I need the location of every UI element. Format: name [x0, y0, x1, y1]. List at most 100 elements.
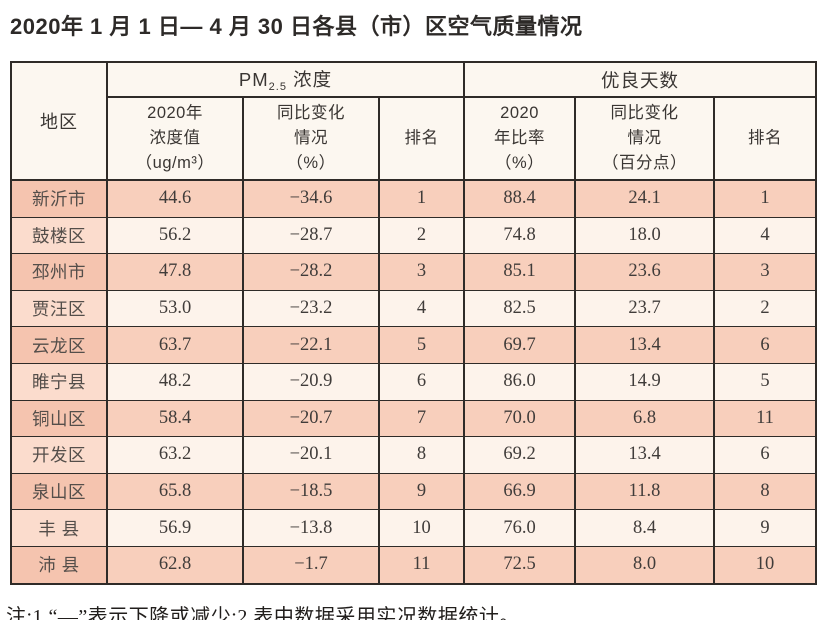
value-cell: 18.0 [574, 216, 716, 255]
value-cell: 48.2 [106, 362, 244, 401]
table-row: 云龙区 63.7 −22.1 5 69.7 13.4 6 [10, 326, 818, 364]
value-cell: −20.7 [242, 399, 380, 438]
value-cell: 6 [377, 362, 466, 401]
table-row: 铜山区 58.4 −20.7 7 70.0 6.8 11 [10, 399, 818, 438]
table-row: 邳州市 47.8 −28.2 3 85.1 23.6 3 [10, 253, 818, 291]
table-header: 地区 PM2.5 浓度 优良天数 2020年 浓度值 （ug/m³） 同比变化 … [10, 61, 818, 181]
value-cell: 1 [713, 179, 818, 218]
value-cell: 56.2 [106, 216, 244, 255]
value-cell: 10 [377, 509, 466, 547]
value-cell: 6 [713, 436, 818, 474]
value-cell: 70.0 [463, 399, 577, 438]
value-cell: 53.0 [106, 289, 244, 328]
value-cell: 58.4 [106, 399, 244, 438]
value-cell: 5 [377, 326, 466, 364]
value-cell: −23.2 [242, 289, 380, 328]
column-header-pm-change: 同比变化 情况 （%） [242, 96, 380, 181]
value-cell: 63.7 [106, 326, 244, 364]
value-cell: 88.4 [463, 179, 577, 218]
value-cell: 85.1 [463, 253, 577, 291]
value-cell: −20.9 [242, 362, 380, 401]
column-header-good-ratio: 2020 年比率 （%） [463, 96, 577, 181]
value-cell: −28.2 [242, 253, 380, 291]
value-cell: 11 [377, 545, 466, 585]
value-cell: 76.0 [463, 509, 577, 547]
value-cell: 74.8 [463, 216, 577, 255]
value-cell: 3 [713, 253, 818, 291]
value-cell: 3 [377, 253, 466, 291]
value-cell: 11 [713, 399, 818, 438]
value-cell: 6.8 [574, 399, 716, 438]
value-cell: 56.9 [106, 509, 244, 547]
value-cell: 1 [377, 179, 466, 218]
value-cell: −28.7 [242, 216, 380, 255]
table-row: 新沂市 44.6 −34.6 1 88.4 24.1 1 [10, 179, 818, 218]
value-cell: 8 [713, 472, 818, 511]
table-row: 沛 县 62.8 −1.7 11 72.5 8.0 10 [10, 545, 818, 585]
value-cell: 63.2 [106, 436, 244, 474]
air-quality-table: 地区 PM2.5 浓度 优良天数 2020年 浓度值 （ug/m³） 同比变化 … [10, 61, 818, 585]
region-cell: 鼓楼区 [10, 216, 108, 255]
table-row: 丰 县 56.9 −13.8 10 76.0 8.4 9 [10, 509, 818, 547]
region-cell: 邳州市 [10, 253, 108, 291]
value-cell: 2 [377, 216, 466, 255]
region-cell: 睢宁县 [10, 362, 108, 401]
table-row: 鼓楼区 56.2 −28.7 2 74.8 18.0 4 [10, 216, 818, 255]
value-cell: 11.8 [574, 472, 716, 511]
region-cell: 云龙区 [10, 326, 108, 364]
value-cell: 72.5 [463, 545, 577, 585]
value-cell: 69.7 [463, 326, 577, 364]
value-cell: 9 [377, 472, 466, 511]
value-cell: −13.8 [242, 509, 380, 547]
value-cell: −20.1 [242, 436, 380, 474]
region-cell: 铜山区 [10, 399, 108, 438]
value-cell: 24.1 [574, 179, 716, 218]
value-cell: 13.4 [574, 436, 716, 474]
pm-label-suffix: 浓度 [286, 69, 333, 90]
value-cell: −34.6 [242, 179, 380, 218]
region-cell: 贾汪区 [10, 289, 108, 328]
region-cell: 泉山区 [10, 472, 108, 511]
value-cell: −22.1 [242, 326, 380, 364]
pm-label-subscript: 2.5 [268, 81, 287, 93]
region-cell: 沛 县 [10, 545, 108, 585]
page-title: 2020年 1 月 1 日— 4 月 30 日各县（市）区空气质量情况 [10, 14, 583, 39]
table-row: 贾汪区 53.0 −23.2 4 82.5 23.7 2 [10, 289, 818, 328]
value-cell: 7 [377, 399, 466, 438]
value-cell: 69.2 [463, 436, 577, 474]
pm-label-prefix: PM [238, 69, 269, 90]
value-cell: 23.7 [574, 289, 716, 328]
value-cell: 65.8 [106, 472, 244, 511]
value-cell: 4 [713, 216, 818, 255]
table-row: 泉山区 65.8 −18.5 9 66.9 11.8 8 [10, 472, 818, 511]
region-cell: 新沂市 [10, 179, 108, 218]
value-cell: 66.9 [463, 472, 577, 511]
value-cell: −18.5 [242, 472, 380, 511]
value-cell: 8.4 [574, 509, 716, 547]
value-cell: 86.0 [463, 362, 577, 401]
header-sub-row: 2020年 浓度值 （ug/m³） 同比变化 情况 （%） 排名 2020 年比… [11, 96, 818, 181]
table-row: 开发区 63.2 −20.1 8 69.2 13.4 6 [10, 436, 818, 474]
column-group-pm25: PM2.5 浓度 [105, 61, 466, 98]
value-cell: 9 [713, 509, 818, 547]
value-cell: 2 [713, 289, 818, 328]
header-group-row: 地区 PM2.5 浓度 优良天数 [10, 61, 818, 181]
column-header-good-change: 同比变化 情况 （百分点） [574, 96, 716, 181]
value-cell: 82.5 [463, 289, 577, 328]
table-row: 睢宁县 48.2 −20.9 6 86.0 14.9 5 [10, 362, 818, 401]
table-body: 新沂市 44.6 −34.6 1 88.4 24.1 1 鼓楼区 56.2 −28.7 2 74.8 1… [10, 179, 818, 585]
value-cell: 62.8 [106, 545, 244, 585]
value-cell: 23.6 [574, 253, 716, 291]
value-cell: 47.8 [106, 253, 244, 291]
region-cell: 开发区 [10, 436, 108, 474]
value-cell: 6 [713, 326, 818, 364]
value-cell: 44.6 [106, 179, 244, 218]
value-cell: 8.0 [574, 545, 716, 585]
value-cell: −1.7 [242, 545, 380, 585]
value-cell: 10 [713, 545, 818, 585]
footnote: 注:1.“—”表示下降或减少;2.表中数据采用实况数据统计。 [6, 605, 520, 620]
value-cell: 14.9 [574, 362, 716, 401]
region-cell: 丰 县 [10, 509, 108, 547]
value-cell: 4 [377, 289, 466, 328]
